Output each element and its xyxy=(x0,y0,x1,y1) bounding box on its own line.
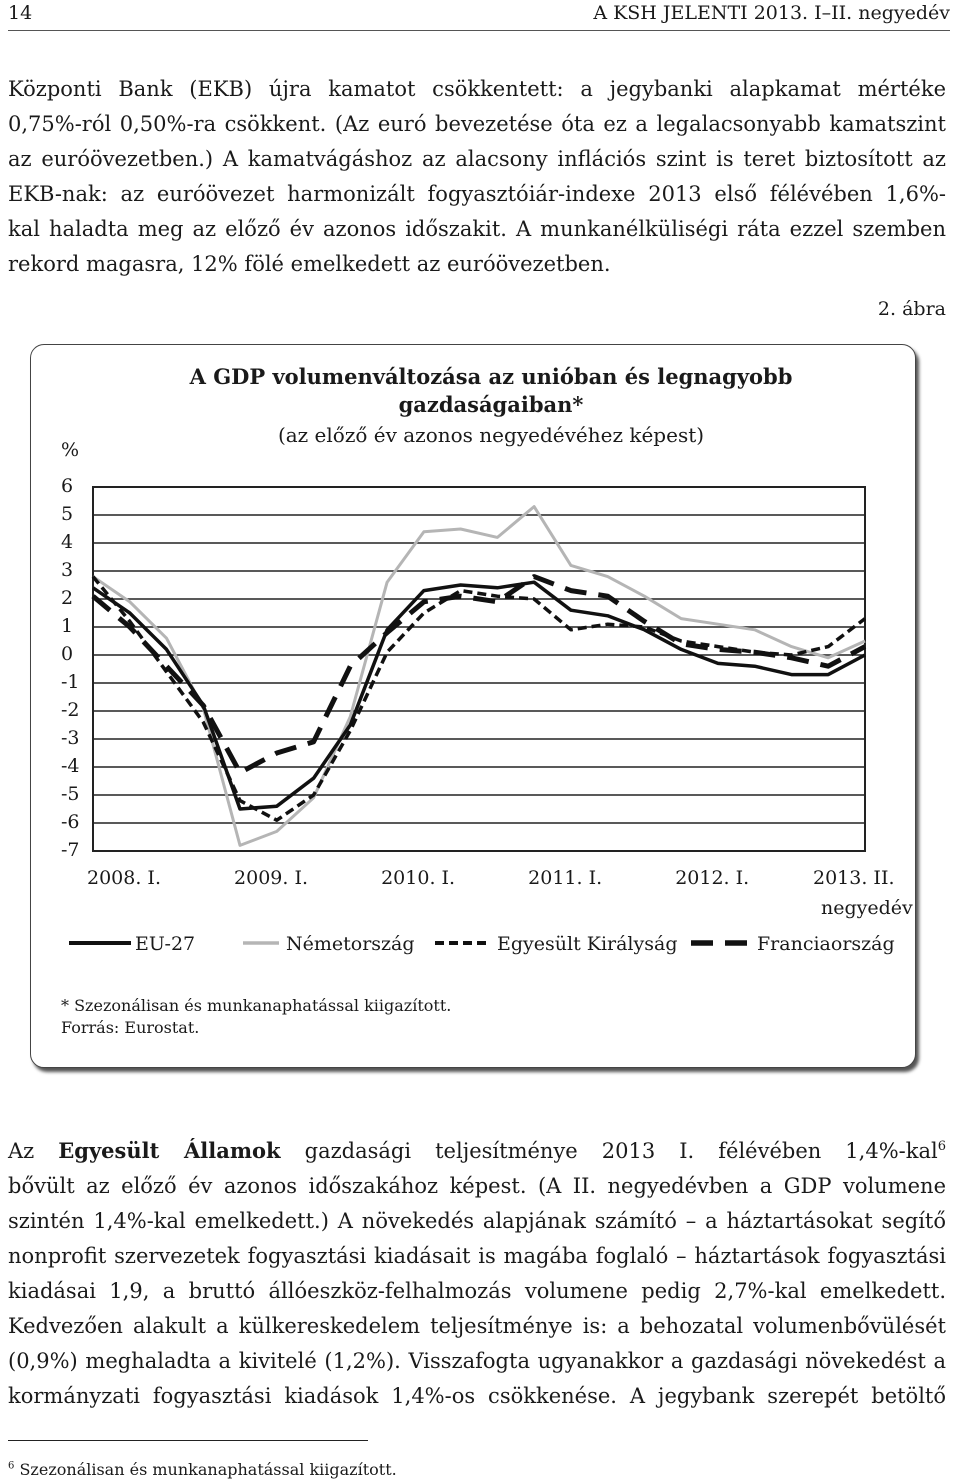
text-line: rekord magasra, 12% fölé emelkedett az e… xyxy=(8,252,611,276)
text-line: EKB-nak: az euróövezet harmonizált fogya… xyxy=(8,182,946,206)
y-tick-label: -4 xyxy=(61,755,80,777)
legend-uk: Egyesült Királyság xyxy=(497,933,677,955)
y-tick-label: 4 xyxy=(61,531,74,553)
text-line: nonprofit szervezetek fogyasztási kiadás… xyxy=(8,1244,946,1268)
legend-label: EU-27 xyxy=(135,933,196,955)
chart-notes: * Szezonálisan és munkanaphatással kiiga… xyxy=(61,995,451,1039)
text-line: szintén 1,4%-kal emelkedett.) A növekedé… xyxy=(8,1209,946,1233)
y-tick-label: -6 xyxy=(61,811,80,833)
legend-label: Egyesült Királyság xyxy=(497,933,678,955)
chart-note: * Szezonálisan és munkanaphatással kiiga… xyxy=(61,996,452,1015)
bold-term: Egyesült Államok xyxy=(58,1138,281,1163)
text-run: Az xyxy=(8,1139,59,1163)
footnote: 6 Szezonálisan és munkanaphatással kiiga… xyxy=(8,1460,397,1479)
chart-title: A GDP volumenváltozása az unióban és leg… xyxy=(171,363,811,419)
footnote-text: Szezonálisan és munkanaphatással kiigazí… xyxy=(19,1460,397,1479)
legend-germany: Németország xyxy=(286,933,415,955)
y-axis-unit: % xyxy=(61,439,80,461)
y-tick-label: 5 xyxy=(61,503,74,525)
chart-source: Forrás: Eurostat. xyxy=(61,1018,200,1037)
x-tick-label: 2012. I. xyxy=(675,867,750,889)
text-line: kiadásai 1,9, a bruttó állóeszköz-felhal… xyxy=(8,1279,946,1303)
text-line: 0,75%-ról 0,50%-ra csökkent. (Az euró be… xyxy=(8,112,946,136)
gdp-chart-panel: A GDP volumenváltozása az unióban és leg… xyxy=(30,344,916,1068)
x-tick-label: 2010. I. xyxy=(381,867,456,889)
x-tick-label: 2008. I. xyxy=(87,867,161,889)
x-tick-label: 2011. I. xyxy=(528,867,603,889)
y-tick-label: -5 xyxy=(61,783,80,805)
text-line: Kedvezően alakult a külkereskedelem telj… xyxy=(8,1314,946,1338)
text-line: (0,9%) meghaladta a kivitelé (1,2%). Vis… xyxy=(8,1349,946,1373)
y-tick-label: 6 xyxy=(61,475,74,497)
y-tick-label: -3 xyxy=(61,727,80,749)
text-line: az euróövezetben.) A kamatvágáshoz az al… xyxy=(8,147,946,171)
page-number: 14 xyxy=(8,2,33,24)
publication-title: A KSH JELENTI 2013. I–II. negyedév xyxy=(593,2,950,24)
us-paragraph: Az Egyesült Államok gazdasági teljesítmé… xyxy=(8,1133,946,1414)
text-line: bővült az előző év azonos időszakához ké… xyxy=(8,1174,946,1198)
figure-label: 2. ábra xyxy=(877,298,946,320)
y-tick-label: -1 xyxy=(61,671,80,693)
y-tick-label: -7 xyxy=(61,839,80,861)
y-tick-label: -2 xyxy=(61,699,80,721)
footnote-number: 6 xyxy=(8,1460,15,1472)
x-tick-sublabel: negyedév xyxy=(821,897,913,919)
chart-title-line: A GDP volumenváltozása az unióban és leg… xyxy=(189,364,793,389)
text-line: kal haladta meg az előző év azonos idősz… xyxy=(8,217,946,241)
footnote-ref: 6 xyxy=(937,1139,946,1154)
plot-frame xyxy=(92,486,866,852)
line-chart xyxy=(69,486,867,946)
legend-label: Németország xyxy=(286,933,415,955)
legend-label: Franciaország xyxy=(757,933,895,955)
chart-subtitle: (az előző év azonos negyedévéhez képest) xyxy=(277,423,705,447)
intro-paragraph: Központi Bank (EKB) újra kamatot csökken… xyxy=(8,72,946,282)
page-header: 14 A KSH JELENTI 2013. I–II. negyedév xyxy=(8,0,950,31)
y-tick-label: 1 xyxy=(61,615,74,637)
series-line-eu-27 xyxy=(92,580,866,811)
series-line-franciaorsz-g xyxy=(91,574,867,776)
chart-title-line: gazdaságaiban* xyxy=(398,392,584,417)
y-tick-label: 2 xyxy=(61,587,74,609)
x-tick-label: 2013. II. xyxy=(813,867,895,889)
series-line-n-metorsz-g xyxy=(92,505,866,847)
legend-eu27: EU-27 xyxy=(135,933,195,955)
series-line-egyes-lt-kir-lys-g xyxy=(91,575,867,822)
y-tick-label: 0 xyxy=(61,643,74,665)
x-tick-label: 2009. I. xyxy=(234,867,309,889)
footnote-divider xyxy=(8,1440,368,1441)
text-line: kormányzati fogyasztási kiadások 1,4%-os… xyxy=(8,1384,946,1408)
y-tick-label: 3 xyxy=(61,559,74,581)
text-line: Központi Bank (EKB) újra kamatot csökken… xyxy=(8,77,946,101)
text-line: Az Egyesült Államok gazdasági teljesítmé… xyxy=(8,1133,946,1169)
text-run: gazdasági teljesítménye 2013 I. félévébe… xyxy=(280,1139,938,1163)
legend-france: Franciaország xyxy=(757,933,895,955)
